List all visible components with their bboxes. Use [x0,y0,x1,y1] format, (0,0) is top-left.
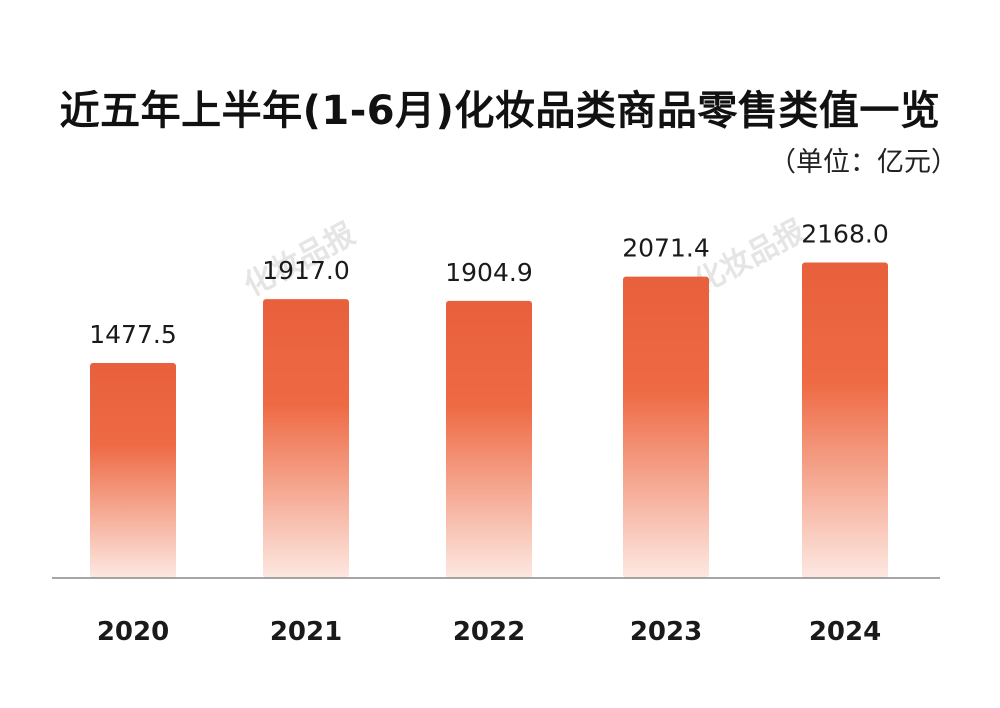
x-tick-2022: 2022 [453,617,525,647]
x-tick-2020: 2020 [97,617,169,647]
chart-title: 近五年上半年(1-6月)化妆品类商品零售类值一览 [59,88,941,134]
x-tick-2023: 2023 [630,617,702,647]
data-label-2023: 2071.4 [622,234,709,263]
data-label-2022: 1904.9 [445,258,532,287]
data-label-2024: 2168.0 [801,220,888,249]
bar-2024 [802,262,888,578]
x-tick-2024: 2024 [809,617,881,647]
bar-2022 [446,300,532,578]
data-label-2021: 1917.0 [262,256,349,285]
bar-2020 [90,363,176,578]
data-label-2020: 1477.5 [89,320,176,349]
unit-note: （单位：亿元） [769,147,958,178]
bar-2021 [263,299,349,578]
bar-2023 [623,276,709,578]
x-tick-2021: 2021 [270,617,342,647]
